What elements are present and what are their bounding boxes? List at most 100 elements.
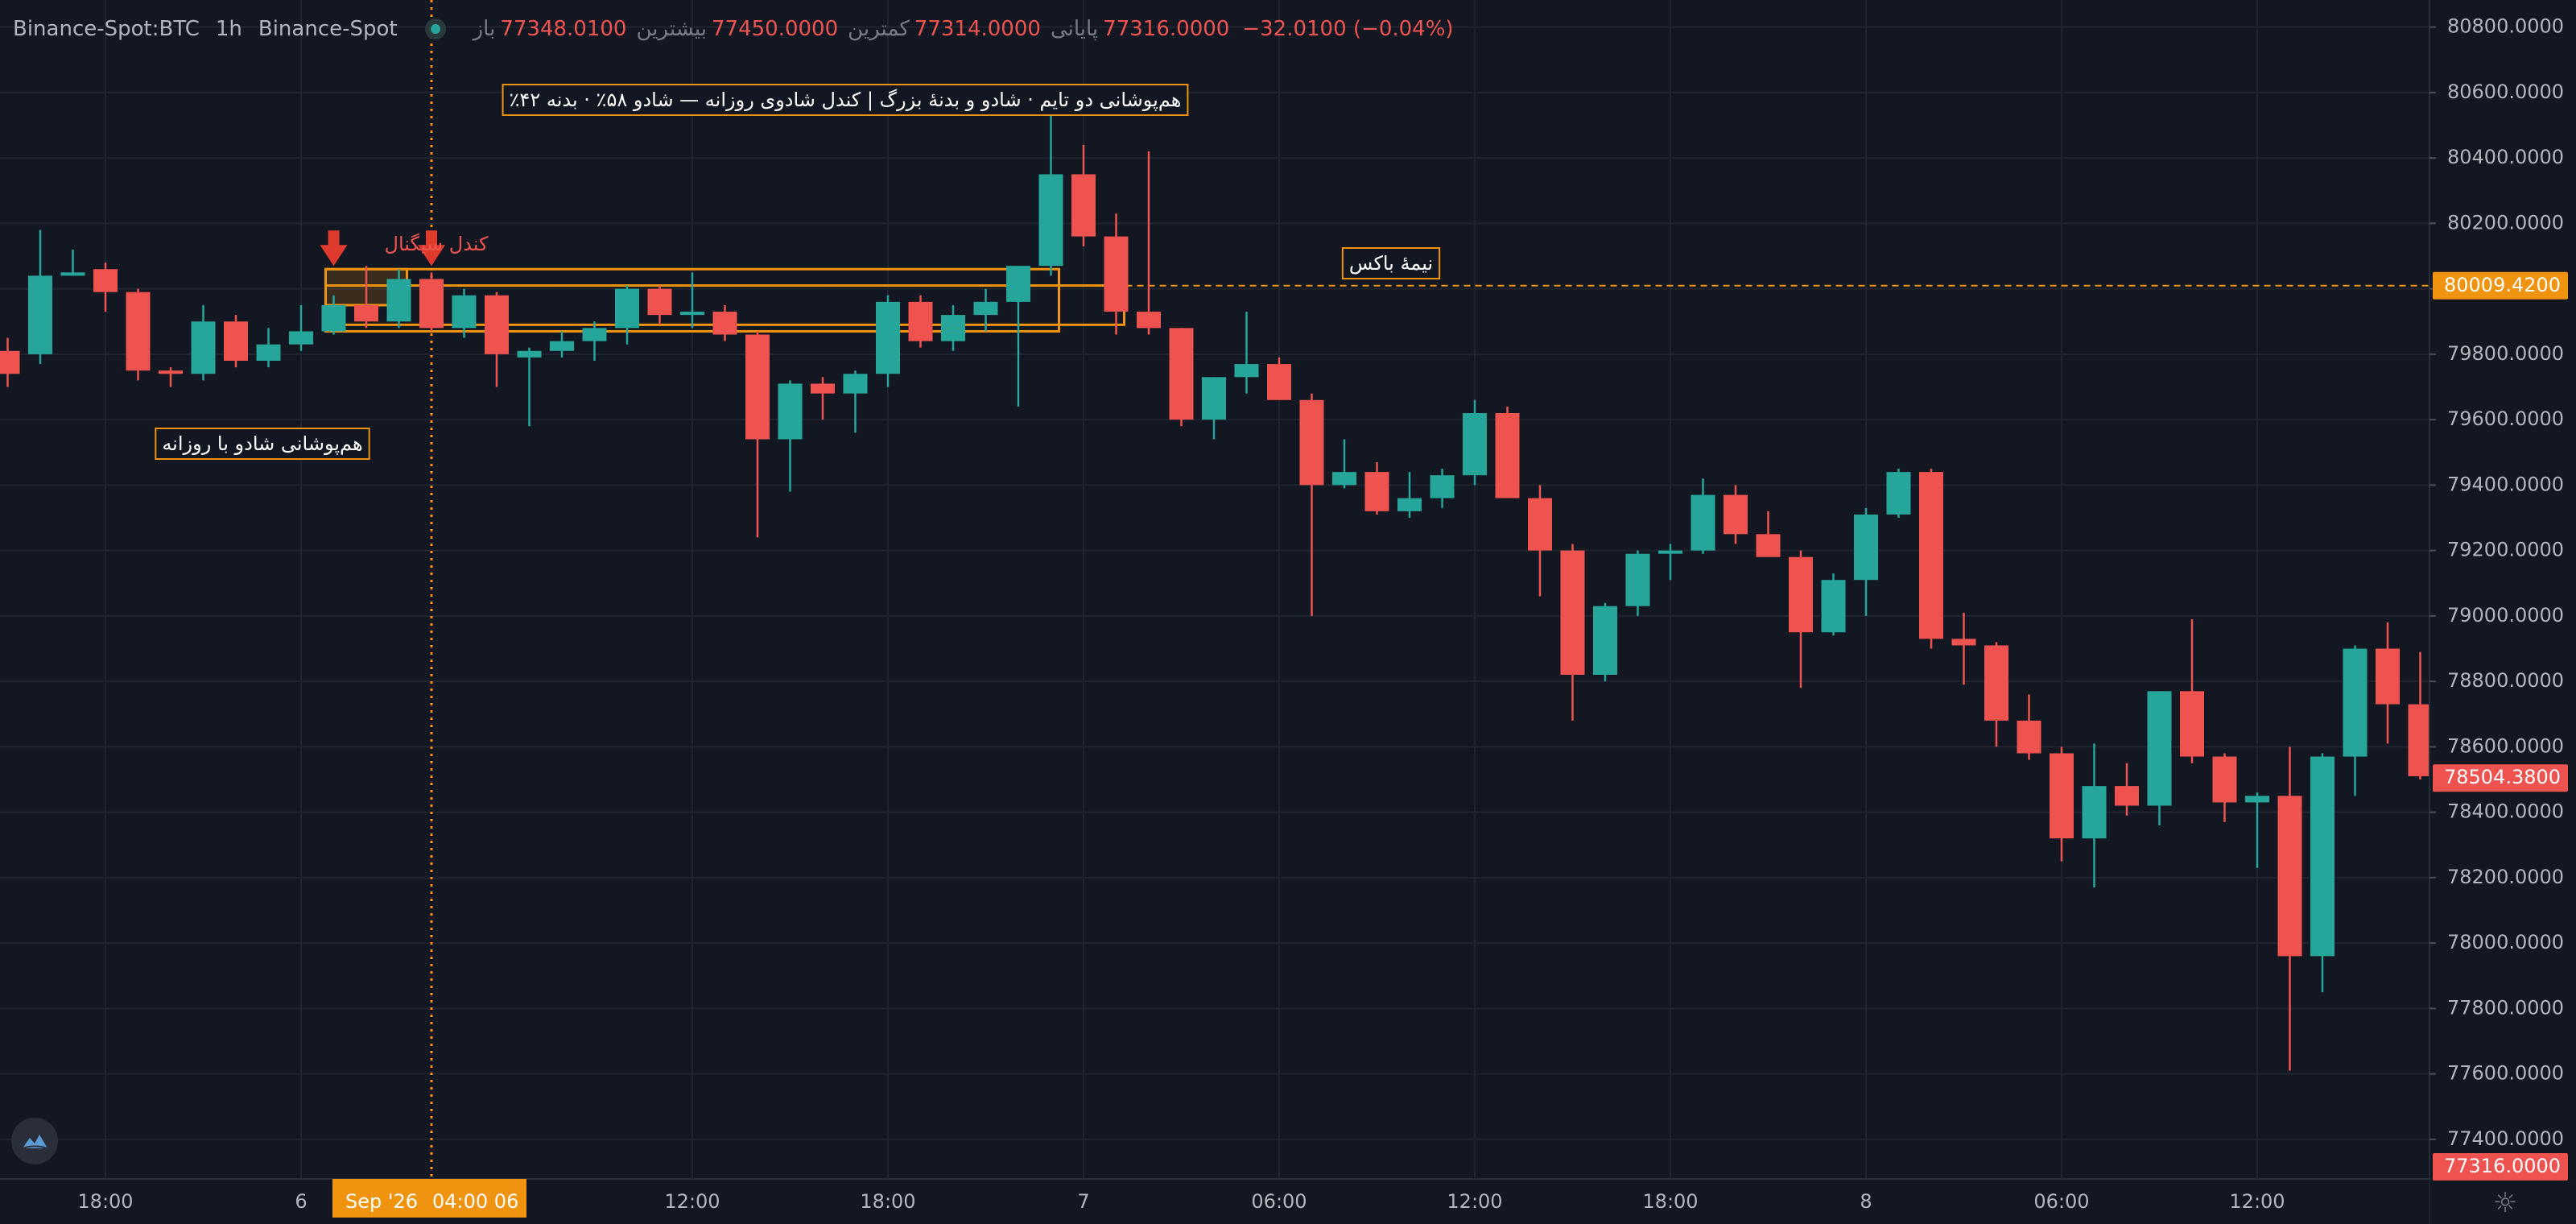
candle <box>1560 544 1585 721</box>
candle-body <box>1625 553 1650 606</box>
candle-body <box>1104 236 1129 312</box>
candle-body <box>126 292 151 371</box>
high-value: 77450.0000 <box>711 17 839 41</box>
candle-body <box>778 383 803 440</box>
grid-lines <box>0 0 2429 1179</box>
candle-body <box>582 328 607 341</box>
price-axis[interactable]: 80800.0000 80600.0000 80400.0000 80200.0000… <box>2429 0 2576 1224</box>
candle-body <box>1495 413 1520 498</box>
candle-body <box>1789 556 1813 633</box>
candle <box>680 272 704 329</box>
exchange-name: Binance-Spot <box>258 17 398 41</box>
candle <box>811 377 835 420</box>
price-tick-label: 78000.0000 <box>2447 931 2564 953</box>
candle-body <box>615 288 639 329</box>
price-tick-label: 79600.0000 <box>2447 407 2564 430</box>
candle <box>1397 472 1422 518</box>
signal-arrow-icon <box>418 230 445 267</box>
candles <box>0 105 2433 1071</box>
candle-body <box>1430 475 1455 498</box>
cloud-logo-icon[interactable] <box>11 1118 58 1164</box>
candle-body <box>973 301 998 316</box>
candle <box>908 295 933 348</box>
price-tick-label: 80400.0000 <box>2447 146 2564 168</box>
candle <box>419 272 444 332</box>
price-label: 77316.0000 <box>2444 1155 2561 1177</box>
price-tick-label: 77600.0000 <box>2447 1062 2564 1085</box>
candle <box>647 285 672 325</box>
symbol-name[interactable]: Binance-Spot:BTC <box>13 17 200 41</box>
close-label: پایانی <box>1050 17 1099 41</box>
candle-body <box>2082 786 2107 839</box>
left-overlap-label[interactable]: هم‌پوشانی شادو با روزانه <box>162 432 362 455</box>
price-tick-label: 78600.0000 <box>2447 734 2564 757</box>
candle <box>2147 691 2172 825</box>
candle <box>1364 461 1389 515</box>
time-axis[interactable]: 18:00 6 12:00 18:00 7 06:00 12:00 18:00 8 06:00 12… <box>0 1178 2429 1224</box>
candle <box>1984 642 2008 747</box>
candle-body <box>28 275 52 354</box>
candle-body <box>1267 364 1291 400</box>
candle-body <box>1463 413 1487 476</box>
candle-body <box>1724 494 1748 535</box>
candle <box>2408 651 2433 779</box>
high-label: بیشترین <box>636 17 707 41</box>
candle <box>1625 550 1650 616</box>
candle-body <box>60 272 85 276</box>
candle-body <box>289 331 313 345</box>
candle-body <box>0 350 20 374</box>
time-tick-label: 8 <box>1860 1190 1872 1213</box>
half-box-label[interactable]: نیمهٔ باکس <box>1349 252 1433 275</box>
candle <box>1202 377 1226 440</box>
candle-body <box>1332 472 1356 486</box>
market-status-icon <box>424 19 446 39</box>
annotation-boxes <box>324 0 2429 1179</box>
price-tick-label: 80200.0000 <box>2447 211 2564 234</box>
low-label: کمترین <box>848 17 910 41</box>
interval-label[interactable]: 1h <box>215 17 242 41</box>
candle <box>517 347 542 427</box>
candle-body <box>93 269 118 292</box>
candle <box>550 331 574 358</box>
price-tick-label: 78200.0000 <box>2447 866 2564 888</box>
open-label: باز <box>473 17 496 41</box>
candle <box>1690 478 1715 554</box>
candle <box>1038 105 1063 276</box>
candle-body <box>2017 720 2041 754</box>
candle-body <box>1854 514 1878 581</box>
price-tick-label: 79400.0000 <box>2447 473 2564 495</box>
candle-body <box>2180 691 2204 757</box>
candle <box>159 367 183 387</box>
time-tick-label: 18:00 <box>1642 1190 1698 1213</box>
candle <box>0 337 20 387</box>
candle-body <box>2212 756 2237 803</box>
candle-body <box>1006 266 1030 302</box>
candle <box>1854 507 1878 616</box>
candle <box>712 304 737 341</box>
candle-body <box>745 334 770 440</box>
candle-body <box>811 383 835 394</box>
annotation-overlays: ٪هم‌پوشانی دو تایم · شادو و بدنهٔ بزرگ |… <box>155 84 1441 460</box>
candle-body <box>1299 399 1324 486</box>
candle <box>2277 746 2302 1071</box>
candle-body <box>386 279 411 322</box>
top-overlap-label[interactable]: ٪هم‌پوشانی دو تایم · شادو و بدنهٔ بزرگ |… <box>510 89 1182 111</box>
candle-body <box>354 304 378 322</box>
signal-candle-label[interactable]: کندل سیگنال <box>385 233 489 255</box>
time-tick-label: 18:00 <box>77 1190 133 1213</box>
candle <box>2310 753 2334 993</box>
candle <box>452 288 477 338</box>
low-value: 77314.0000 <box>914 17 1041 41</box>
gear-icon[interactable]: ☼ <box>2492 1187 2518 1219</box>
time-tick-label: 06:00 <box>2033 1190 2089 1213</box>
candle-body <box>419 279 444 329</box>
candle <box>354 266 378 329</box>
candle-body <box>1234 364 1259 378</box>
candle <box>1137 151 1161 335</box>
candle-body <box>647 288 672 316</box>
candle <box>126 288 151 381</box>
price-label: 78504.3800 <box>2444 766 2561 788</box>
close-value: 77316.0000 <box>1103 17 1230 41</box>
price-tick-label: 77800.0000 <box>2447 996 2564 1019</box>
